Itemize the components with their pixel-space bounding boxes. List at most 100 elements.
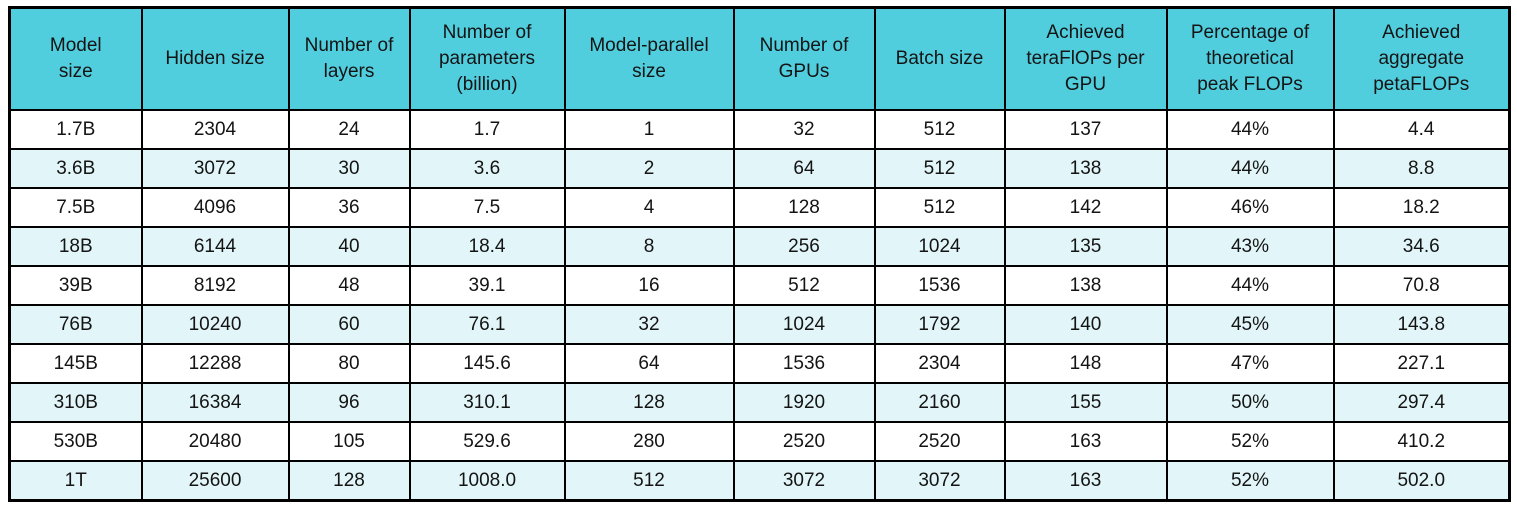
cell-number-of-parameters-billion: 1.7: [408, 109, 566, 150]
cell-number-of-parameters-billion: 18.4: [408, 226, 566, 267]
cell-number-of-parameters-billion: 145.6: [408, 343, 566, 384]
cell-model-parallel-size: 16: [563, 265, 735, 306]
cell-batch-size: 1024: [873, 226, 1006, 267]
cell-percentage-of-theoretical-peak-flops: 46%: [1165, 187, 1335, 228]
cell-percentage-of-theoretical-peak-flops: 44%: [1165, 265, 1335, 306]
cell-achieved-aggregate-petaflops: 143.8: [1332, 304, 1511, 345]
cell-achieved-aggregate-petaflops: 502.0: [1332, 460, 1511, 502]
cell-hidden-size: 2304: [140, 109, 290, 150]
cell-achieved-teraflops-per-gpu: 163: [1003, 460, 1168, 502]
cell-achieved-aggregate-petaflops: 227.1: [1332, 343, 1511, 384]
col-header-number-of-layers: Number of layers: [287, 6, 411, 111]
cell-number-of-parameters-billion: 76.1: [408, 304, 566, 345]
cell-number-of-gpus: 256: [732, 226, 876, 267]
cell-number-of-gpus: 64: [732, 148, 876, 189]
table-row: 310B 16384 96 310.1 128 1920 2160 155 50% 297.4: [8, 382, 1511, 423]
cell-model-size: 76B: [8, 304, 143, 345]
cell-number-of-gpus: 1536: [732, 343, 876, 384]
cell-hidden-size: 4096: [140, 187, 290, 228]
cell-batch-size: 2304: [873, 343, 1006, 384]
cell-number-of-parameters-billion: 529.6: [408, 421, 566, 462]
cell-percentage-of-theoretical-peak-flops: 47%: [1165, 343, 1335, 384]
cell-model-size: 530B: [8, 421, 143, 462]
table-row: 1.7B 2304 24 1.7 1 32 512 137 44% 4.4: [8, 109, 1511, 150]
col-header-number-of-gpus: Number of GPUs: [732, 6, 876, 111]
cell-hidden-size: 3072: [140, 148, 290, 189]
col-header-batch-size: Batch size: [873, 6, 1006, 111]
cell-number-of-gpus: 128: [732, 187, 876, 228]
cell-percentage-of-theoretical-peak-flops: 43%: [1165, 226, 1335, 267]
cell-achieved-aggregate-petaflops: 8.8: [1332, 148, 1511, 189]
cell-batch-size: 2520: [873, 421, 1006, 462]
cell-achieved-teraflops-per-gpu: 142: [1003, 187, 1168, 228]
table-row: 76B 10240 60 76.1 32 1024 1792 140 45% 143.8: [8, 304, 1511, 345]
cell-model-parallel-size: 8: [563, 226, 735, 267]
cell-achieved-teraflops-per-gpu: 137: [1003, 109, 1168, 150]
cell-number-of-parameters-billion: 7.5: [408, 187, 566, 228]
cell-percentage-of-theoretical-peak-flops: 45%: [1165, 304, 1335, 345]
cell-model-size: 39B: [8, 265, 143, 306]
page-background: Model size Hidden size Number of layers Num…: [8, 6, 1511, 502]
cell-hidden-size: 12288: [140, 343, 290, 384]
cell-batch-size: 512: [873, 187, 1006, 228]
cell-batch-size: 1536: [873, 265, 1006, 306]
cell-number-of-parameters-billion: 3.6: [408, 148, 566, 189]
table-row: 145B 12288 80 145.6 64 1536 2304 148 47% 227.1: [8, 343, 1511, 384]
cell-percentage-of-theoretical-peak-flops: 44%: [1165, 148, 1335, 189]
cell-number-of-parameters-billion: 310.1: [408, 382, 566, 423]
cell-number-of-parameters-billion: 39.1: [408, 265, 566, 306]
cell-model-parallel-size: 1: [563, 109, 735, 150]
cell-model-size: 18B: [8, 226, 143, 267]
cell-number-of-layers: 128: [287, 460, 411, 502]
cell-number-of-layers: 40: [287, 226, 411, 267]
cell-achieved-teraflops-per-gpu: 140: [1003, 304, 1168, 345]
table-row: 1T 25600 128 1008.0 512 3072 3072 163 52% 502.0: [8, 460, 1511, 502]
cell-hidden-size: 10240: [140, 304, 290, 345]
cell-percentage-of-theoretical-peak-flops: 52%: [1165, 421, 1335, 462]
cell-model-size: 145B: [8, 343, 143, 384]
cell-number-of-gpus: 2520: [732, 421, 876, 462]
table-row: 530B 20480 105 529.6 280 2520 2520 163 52% 410.2: [8, 421, 1511, 462]
cell-number-of-gpus: 3072: [732, 460, 876, 502]
cell-batch-size: 512: [873, 148, 1006, 189]
cell-model-size: 1T: [8, 460, 143, 502]
cell-number-of-gpus: 512: [732, 265, 876, 306]
cell-model-parallel-size: 32: [563, 304, 735, 345]
cell-number-of-layers: 48: [287, 265, 411, 306]
cell-number-of-layers: 24: [287, 109, 411, 150]
cell-achieved-aggregate-petaflops: 70.8: [1332, 265, 1511, 306]
cell-percentage-of-theoretical-peak-flops: 50%: [1165, 382, 1335, 423]
cell-percentage-of-theoretical-peak-flops: 44%: [1165, 109, 1335, 150]
cell-number-of-parameters-billion: 1008.0: [408, 460, 566, 502]
cell-achieved-teraflops-per-gpu: 138: [1003, 265, 1168, 306]
cell-number-of-layers: 60: [287, 304, 411, 345]
header-row: Model size Hidden size Number of layers Num…: [8, 6, 1511, 111]
cell-model-size: 1.7B: [8, 109, 143, 150]
cell-model-size: 3.6B: [8, 148, 143, 189]
cell-model-parallel-size: 128: [563, 382, 735, 423]
cell-hidden-size: 20480: [140, 421, 290, 462]
col-header-number-of-parameters-billion: Number of parameters (billion): [408, 6, 566, 111]
cell-model-parallel-size: 2: [563, 148, 735, 189]
cell-hidden-size: 6144: [140, 226, 290, 267]
cell-number-of-layers: 96: [287, 382, 411, 423]
cell-model-parallel-size: 512: [563, 460, 735, 502]
cell-model-parallel-size: 280: [563, 421, 735, 462]
col-header-hidden-size: Hidden size: [140, 6, 290, 111]
cell-achieved-aggregate-petaflops: 34.6: [1332, 226, 1511, 267]
cell-percentage-of-theoretical-peak-flops: 52%: [1165, 460, 1335, 502]
cell-achieved-aggregate-petaflops: 410.2: [1332, 421, 1511, 462]
cell-hidden-size: 8192: [140, 265, 290, 306]
cell-model-size: 310B: [8, 382, 143, 423]
table-row: 7.5B 4096 36 7.5 4 128 512 142 46% 18.2: [8, 187, 1511, 228]
col-header-achieved-teraflops-per-gpu: Achieved teraFlOPs per GPU: [1003, 6, 1168, 111]
cell-number-of-gpus: 1024: [732, 304, 876, 345]
cell-model-parallel-size: 64: [563, 343, 735, 384]
cell-batch-size: 2160: [873, 382, 1006, 423]
cell-hidden-size: 25600: [140, 460, 290, 502]
cell-batch-size: 3072: [873, 460, 1006, 502]
table-row: 18B 6144 40 18.4 8 256 1024 135 43% 34.6: [8, 226, 1511, 267]
cell-achieved-teraflops-per-gpu: 155: [1003, 382, 1168, 423]
cell-achieved-aggregate-petaflops: 4.4: [1332, 109, 1511, 150]
cell-number-of-layers: 36: [287, 187, 411, 228]
